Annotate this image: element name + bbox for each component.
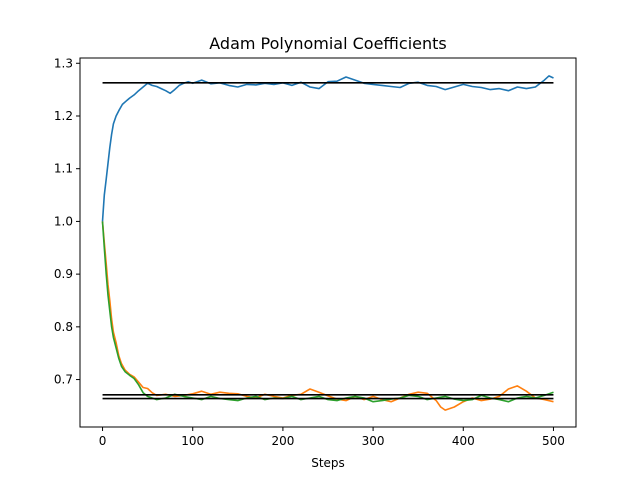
y-tick-label: 1.2 — [54, 109, 73, 123]
y-axis: 0.7 0.8 0.9 1.0 1.1 1.2 1.3 — [54, 56, 80, 387]
x-tick-label: 400 — [452, 434, 475, 448]
x-axis-label: Steps — [311, 456, 345, 470]
axes-frame — [79, 57, 577, 428]
x-tick-label: 300 — [362, 434, 385, 448]
x-tick-label: 500 — [542, 434, 565, 448]
chart-title: Adam Polynomial Coefficients — [209, 34, 446, 53]
y-tick-label: 1.0 — [54, 214, 73, 228]
y-tick-label: 1.1 — [54, 162, 73, 176]
x-tick-label: 200 — [271, 434, 294, 448]
x-tick-label: 100 — [181, 434, 204, 448]
y-tick-label: 0.8 — [54, 320, 73, 334]
x-axis: 0 100 200 300 400 500 — [99, 427, 565, 448]
plot-area — [101, 75, 554, 411]
x-tick-label: 0 — [99, 434, 107, 448]
y-tick-label: 0.7 — [54, 373, 73, 387]
y-tick-label: 1.3 — [54, 56, 73, 70]
y-tick-label: 0.9 — [54, 267, 73, 281]
